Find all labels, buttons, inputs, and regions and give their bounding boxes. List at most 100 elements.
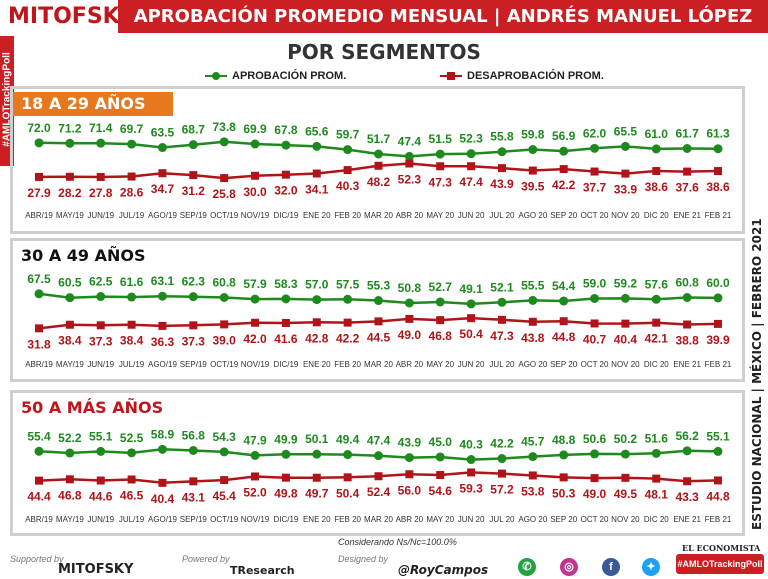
x-tick-label: ENE 21 xyxy=(673,211,701,220)
disapproval-data-label: 44.4 xyxy=(27,490,51,504)
x-tick-label: FEB 20 xyxy=(334,360,361,369)
approval-data-label: 55.4 xyxy=(27,429,51,443)
disapproval-point xyxy=(251,318,260,327)
disapproval-point xyxy=(528,471,537,480)
approval-point xyxy=(96,446,106,456)
approval-data-label: 52.7 xyxy=(429,280,453,294)
x-tick-label: OCT/19 xyxy=(210,211,239,220)
disapproval-point xyxy=(343,318,352,327)
disapproval-point xyxy=(220,174,229,183)
x-tick-label: ABR/19 xyxy=(25,515,53,524)
disapproval-point xyxy=(467,162,476,171)
disapproval-data-label: 46.8 xyxy=(58,488,82,502)
approval-data-label: 69.7 xyxy=(120,122,144,136)
disapproval-data-label: 47.3 xyxy=(429,175,453,189)
approval-data-label: 55.1 xyxy=(89,429,113,443)
x-tick-label: SEP 20 xyxy=(550,360,578,369)
x-tick-label: OCT 20 xyxy=(581,360,609,369)
x-tick-label: NOV 20 xyxy=(611,211,640,220)
approval-point xyxy=(404,453,414,463)
approval-point xyxy=(281,294,291,304)
legend-disapproval-label: DESAPROBACIÓN PROM. xyxy=(467,70,604,82)
approval-point xyxy=(34,138,44,148)
approval-data-label: 51.6 xyxy=(645,431,669,445)
twitter-icon[interactable]: ✦ xyxy=(642,558,660,576)
disapproval-point xyxy=(374,472,383,481)
approval-data-label: 52.1 xyxy=(490,280,514,294)
x-tick-label: SEP/19 xyxy=(180,515,208,524)
x-tick-label: JUL/19 xyxy=(119,360,145,369)
disapproval-data-label: 46.8 xyxy=(429,329,453,343)
disapproval-point xyxy=(683,477,692,486)
disapproval-data-label: 40.4 xyxy=(614,333,638,347)
disapproval-point xyxy=(405,470,414,479)
approval-point xyxy=(127,139,137,149)
disapproval-point xyxy=(220,320,229,329)
disapproval-point xyxy=(683,320,692,329)
disapproval-data-label: 37.6 xyxy=(675,181,699,195)
approval-data-label: 49.4 xyxy=(336,433,360,447)
x-tick-label: DIC/19 xyxy=(273,211,298,220)
approval-data-label: 51.5 xyxy=(429,132,453,146)
approval-data-label: 68.7 xyxy=(182,123,206,137)
disapproval-data-label: 27.9 xyxy=(27,186,51,200)
x-tick-label: MAY/19 xyxy=(56,360,84,369)
x-tick-label: AGO/19 xyxy=(148,515,177,524)
disapproval-point xyxy=(312,473,321,482)
disapproval-point xyxy=(436,471,445,480)
approval-point xyxy=(343,145,353,155)
approval-data-label: 52.2 xyxy=(58,431,82,445)
whatsapp-icon[interactable]: ✆ xyxy=(518,558,536,576)
approval-data-label: 67.5 xyxy=(27,272,51,286)
disapproval-point xyxy=(251,472,260,481)
approval-point xyxy=(528,145,538,155)
disapproval-point xyxy=(405,159,414,168)
approval-point xyxy=(65,138,75,148)
segment-label-18-29: 18 A 29 AÑOS xyxy=(13,92,173,116)
disapproval-point xyxy=(158,169,167,178)
approval-point xyxy=(343,294,353,304)
approval-point xyxy=(188,292,198,302)
disapproval-data-label: 50.4 xyxy=(336,486,360,500)
disapproval-data-label: 40.4 xyxy=(151,492,175,506)
approval-data-label: 47.4 xyxy=(398,134,422,148)
x-tick-label: JUL 20 xyxy=(489,211,515,220)
approval-data-label: 59.0 xyxy=(583,276,607,290)
disapproval-data-label: 31.2 xyxy=(182,184,206,198)
panel-18-29: 18 A 29 AÑOS 72.0 71.2 71.4 69.7 63.5 68.7 73.… xyxy=(10,86,745,234)
approval-point xyxy=(682,144,692,154)
disapproval-point xyxy=(189,171,198,180)
disapproval-data-label: 42.8 xyxy=(305,331,329,345)
disapproval-point xyxy=(158,321,167,330)
approval-point xyxy=(620,449,630,459)
disapproval-data-label: 52.4 xyxy=(367,485,391,499)
page-title: APROBACIÓN PROMEDIO MENSUAL | ANDRÉS MAN… xyxy=(133,6,753,60)
disapproval-data-label: 50.4 xyxy=(459,327,483,341)
approval-point xyxy=(281,140,291,150)
approval-point xyxy=(466,149,476,159)
disapproval-point xyxy=(65,320,74,329)
approval-point xyxy=(65,448,75,458)
x-tick-label: DIC 20 xyxy=(644,211,669,220)
instagram-icon[interactable]: ◎ xyxy=(560,558,578,576)
disapproval-point xyxy=(652,318,661,327)
x-tick-label: ABR 20 xyxy=(396,360,424,369)
disapproval-point xyxy=(251,171,260,180)
x-tick-label: NOV/19 xyxy=(241,211,270,220)
x-tick-label: JUN/19 xyxy=(87,360,114,369)
disapproval-point xyxy=(281,473,290,482)
page-subtitle: POR SEGMENTOS xyxy=(287,40,481,64)
disapproval-point xyxy=(189,321,198,330)
disapproval-point xyxy=(312,318,321,327)
x-tick-label: ENE 21 xyxy=(673,360,701,369)
disapproval-data-label: 49.5 xyxy=(614,487,638,501)
disapproval-point xyxy=(343,166,352,175)
study-band: ESTUDIO NACIONAL | MÉXICO | FEBRERO 2021 xyxy=(746,218,768,542)
x-tick-label: NOV 20 xyxy=(611,515,640,524)
approval-data-label: 61.0 xyxy=(645,127,669,141)
approval-data-label: 47.9 xyxy=(243,433,267,447)
study-text: ESTUDIO NACIONAL | MÉXICO | FEBRERO 2021 xyxy=(750,218,764,530)
facebook-icon[interactable]: f xyxy=(602,558,620,576)
approval-data-label: 63.1 xyxy=(151,274,175,288)
approval-data-label: 57.9 xyxy=(243,277,267,291)
